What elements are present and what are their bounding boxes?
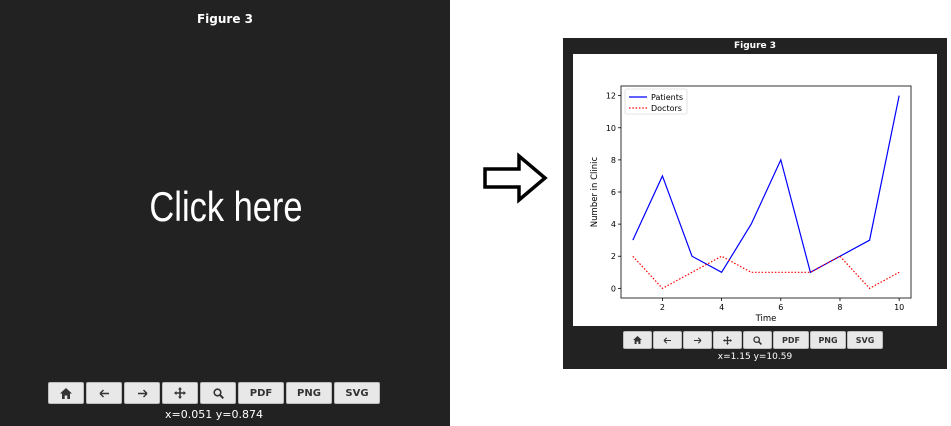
- zoom-button[interactable]: [743, 331, 772, 349]
- forward-button[interactable]: [124, 382, 160, 404]
- pan-button[interactable]: [713, 331, 742, 349]
- x-axis-label: Time: [755, 314, 777, 324]
- back-button[interactable]: [86, 382, 122, 404]
- y-tick-label: 8: [611, 156, 616, 165]
- arrow-left-icon: [99, 389, 109, 397]
- pan-button[interactable]: [162, 382, 198, 404]
- series-line-doctors: [632, 255, 900, 290]
- y-tick-label: 12: [606, 92, 616, 101]
- figure-panel-rendered: Figure 3 2 4 6 8 10 0 2 4 6 8 10 12 Time Number in Cl…: [563, 38, 947, 369]
- y-tick-label: 0: [611, 284, 616, 293]
- arrow-right-icon: [694, 336, 702, 344]
- figure-title: Figure 3: [196, 12, 254, 26]
- figure-canvas[interactable]: 2 4 6 8 10 0 2 4 6 8 10 12 Time Number in Clinic Patie…: [573, 54, 937, 326]
- cursor-coordinates: x=1.15 y=10.59: [717, 352, 793, 362]
- y-tick-label: 10: [606, 124, 616, 133]
- y-tick-label: 4: [611, 220, 616, 229]
- legend-box: [624, 88, 688, 115]
- x-tick-label: 2: [660, 303, 665, 312]
- figure-toolbar: PDF PNG SVG: [48, 382, 380, 404]
- cursor-coordinates: x=0.051 y=0.874: [165, 408, 263, 421]
- home-button[interactable]: [48, 382, 84, 404]
- y-axis-label: Number in Clinic: [590, 156, 600, 227]
- home-icon: [60, 387, 72, 399]
- x-tick-label: 4: [719, 303, 724, 312]
- home-button[interactable]: [623, 331, 652, 349]
- x-tick-label: 8: [837, 303, 842, 312]
- png-button[interactable]: PNG: [810, 331, 846, 349]
- pdf-button[interactable]: PDF: [238, 382, 284, 404]
- series-line-patients: [632, 95, 900, 274]
- legend-label: Doctors: [651, 104, 682, 113]
- figure-title: Figure 3: [733, 41, 777, 51]
- y-tick-label: 2: [611, 252, 616, 261]
- figure-panel-empty[interactable]: Figure 3 Click here PDF PNG SVG x=0.051 …: [0, 0, 450, 426]
- zoom-icon: [753, 335, 762, 345]
- arrow-left-icon: [663, 336, 671, 344]
- pdf-button[interactable]: PDF: [773, 331, 809, 349]
- move-icon: [723, 335, 732, 345]
- svg-button[interactable]: SVG: [847, 331, 883, 349]
- arrow-right-icon: [137, 389, 147, 397]
- click-here-prompt[interactable]: Click here: [149, 183, 303, 230]
- arrow-right-icon: [483, 152, 548, 204]
- figure-toolbar: PDF PNG SVG: [623, 331, 883, 349]
- zoom-button[interactable]: [200, 382, 236, 404]
- x-tick-label: 10: [894, 303, 904, 312]
- forward-button[interactable]: [683, 331, 712, 349]
- x-tick-label: 6: [778, 303, 783, 312]
- line-chart: 2 4 6 8 10 0 2 4 6 8 10 12 Time Number in Clinic Patie…: [590, 85, 912, 324]
- y-tick-label: 6: [611, 188, 616, 197]
- png-button[interactable]: PNG: [286, 382, 332, 404]
- move-icon: [174, 387, 186, 399]
- svg-button[interactable]: SVG: [334, 382, 380, 404]
- back-button[interactable]: [653, 331, 682, 349]
- home-icon: [633, 336, 642, 344]
- zoom-icon: [212, 387, 224, 399]
- legend-label: Patients: [651, 93, 683, 102]
